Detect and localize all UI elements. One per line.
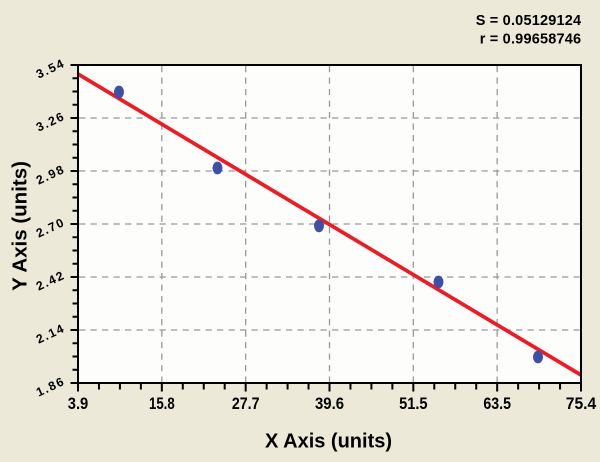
svg-text:3.9: 3.9 <box>68 394 89 413</box>
svg-text:51.5: 51.5 <box>399 394 428 413</box>
svg-text:S = 0.05129124: S = 0.05129124 <box>476 13 582 29</box>
svg-text:27.7: 27.7 <box>232 394 260 413</box>
svg-text:39.6: 39.6 <box>315 394 344 413</box>
svg-text:r = 0.99658746: r = 0.99658746 <box>480 32 582 48</box>
svg-text:63.5: 63.5 <box>483 394 511 413</box>
svg-text:X Axis (units): X Axis (units) <box>265 431 392 453</box>
svg-text:15.8: 15.8 <box>149 394 175 413</box>
svg-text:Y Axis (units): Y Axis (units) <box>9 161 32 291</box>
svg-text:75.4: 75.4 <box>566 394 597 413</box>
